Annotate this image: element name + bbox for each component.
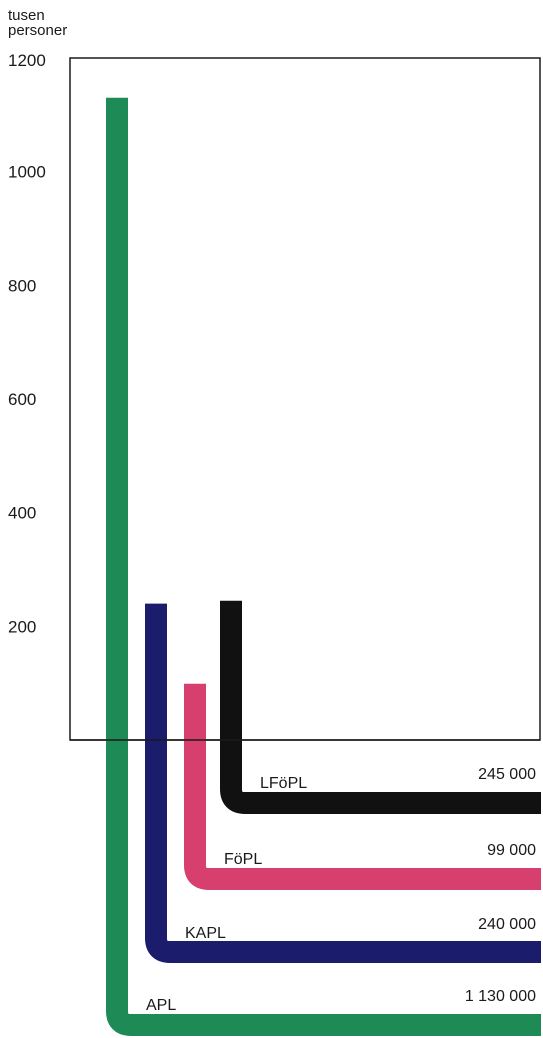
unit-label-line: personer: [8, 22, 67, 39]
series-total-föpl: 99 000: [487, 842, 536, 859]
series-name-apl: APL: [146, 997, 176, 1014]
series-total-kapl: 240 000: [478, 916, 536, 933]
unit-label-line: tusen: [8, 7, 45, 24]
y-tick-label: 400: [8, 504, 36, 523]
series-bars: [106, 97, 541, 1036]
bar-föpl: [184, 683, 541, 890]
bar-lföpl: [220, 600, 541, 814]
plot-frame: [69, 57, 541, 741]
y-tick-label: 1200: [8, 51, 46, 70]
series-name-föpl: FöPL: [224, 851, 262, 868]
series-name-kapl: KAPL: [185, 925, 226, 942]
series-total-lföpl: 245 000: [478, 766, 536, 783]
y-tick-label: 800: [8, 276, 36, 295]
y-axis-ticks: 1200 1000 800 600 400 200: [8, 51, 46, 636]
y-tick-label: 200: [8, 617, 36, 636]
series-labels: APL 1 130 000 KAPL 240 000 FöPL 99 000 LFöPL 24…: [146, 766, 536, 1014]
series-total-apl: 1 130 000: [465, 988, 536, 1005]
y-tick-label: 600: [8, 390, 36, 409]
y-tick-label: 1000: [8, 163, 46, 182]
bar-apl: [106, 97, 541, 1036]
series-name-lföpl: LFöPL: [260, 775, 307, 792]
bar-kapl: [145, 603, 541, 963]
